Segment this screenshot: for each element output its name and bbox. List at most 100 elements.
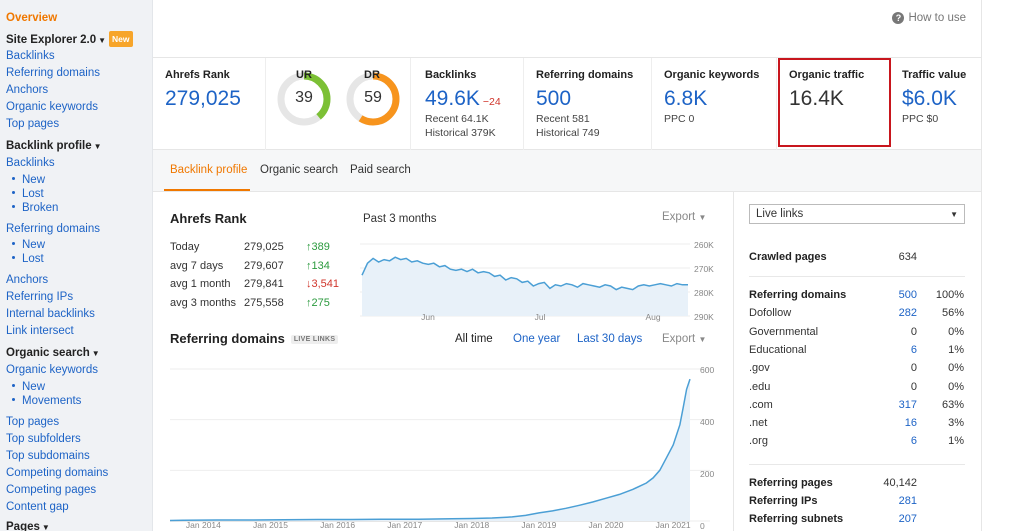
sidebar-label: New (22, 174, 46, 186)
sidebar-section-backlink-profile[interactable]: Backlink profile ▼ (6, 139, 102, 154)
chevron-down-icon: ▼ (98, 36, 107, 45)
rank-line (361, 256, 688, 291)
sidebar-item-anchors[interactable]: Anchors (6, 273, 48, 287)
metric-label: Backlinks (425, 69, 477, 81)
sidebar-item-top-subdomains[interactable]: Top subdomains (6, 449, 90, 463)
bullet-icon (12, 256, 15, 260)
metric-value[interactable]: 49.6K −24 (425, 87, 501, 111)
domains-area (170, 379, 690, 521)
sidebar-item-referring-domains-profile[interactable]: Referring domains (6, 222, 100, 236)
domains-y-tick: 600 (700, 365, 715, 375)
metric-value[interactable]: $6.0K (902, 87, 957, 110)
export-rank-button[interactable]: Export ▼ (662, 211, 706, 223)
chevron-down-icon: ▼ (698, 335, 707, 344)
ur-gauge-arc (277, 72, 331, 126)
tab-organic-search[interactable]: Organic search (260, 164, 338, 176)
domains-y-tick: 400 (700, 417, 715, 427)
sidebar-label: Anchors (6, 274, 49, 286)
stat-row: .org 6 1% (749, 435, 965, 449)
domains-x-tick: Jan 2018 (454, 520, 490, 530)
stat-label: Crawled pages (749, 251, 827, 263)
sidebar-item-top-pages[interactable]: Top pages (6, 117, 59, 131)
sidebar-item-referring-domains[interactable]: Referring domains (6, 66, 100, 80)
metric-value[interactable]: 6.8K (664, 87, 708, 110)
range-all-time[interactable]: All time (455, 333, 493, 345)
gauges (277, 72, 400, 126)
sidebar-item-backlinks-new[interactable]: New (12, 173, 45, 187)
sidebar-item-top-pages[interactable]: Top pages (6, 415, 59, 429)
backlinks-value[interactable]: 49.6K (425, 87, 480, 110)
chevron-down-icon: ▼ (91, 349, 100, 358)
metric-value[interactable]: 500 (536, 87, 572, 110)
stat-row: Governmental 0 0% (749, 326, 965, 340)
sidebar-item-organic-keywords[interactable]: Organic keywords (6, 100, 98, 114)
sidebar-item-organic-new[interactable]: New (12, 380, 45, 394)
sidebar-item-backlinks[interactable]: Backlinks (6, 49, 55, 63)
stat-value: 0 (910, 380, 917, 393)
rank-row-label: avg 1 month (170, 278, 231, 290)
sidebar-item-competing-pages[interactable]: Competing pages (6, 483, 96, 497)
sidebar-item-anchors[interactable]: Anchors (6, 83, 48, 97)
stat-label: Dofollow (749, 307, 792, 320)
sidebar-item-organic-movements[interactable]: Movements (12, 394, 81, 408)
how-to-use-link[interactable]: ? How to use (892, 12, 966, 24)
new-badge: New (109, 31, 133, 47)
metric-value[interactable]: 279,025 (165, 87, 241, 110)
referring-domains-title: Referring domains LIVE LINKS (170, 331, 339, 346)
sidebar-section-pages[interactable]: Pages ▼ (6, 520, 50, 531)
sidebar-label: Top subfolders (6, 433, 81, 445)
sidebar-item-content-gap[interactable]: Content gap (6, 500, 69, 514)
export-domains-button[interactable]: Export ▼ (662, 333, 706, 345)
stat-row: Educational 6 1% (749, 344, 965, 358)
sidebar-item-backlinks-lost[interactable]: Lost (12, 187, 44, 201)
stat-label: Referring domains (749, 289, 847, 301)
backlinks-historical: Historical 379K (425, 127, 496, 139)
sidebar-section-organic-search[interactable]: Organic search ▼ (6, 346, 100, 361)
active-tab-underline (164, 189, 250, 191)
sidebar-item-internal-backlinks[interactable]: Internal backlinks (6, 307, 95, 321)
stat-label: Referring subnets (749, 513, 844, 525)
sidebar-item-backlinks[interactable]: Backlinks (6, 156, 55, 170)
range-one-year[interactable]: One year (513, 333, 561, 345)
stat-value: 0 (910, 362, 917, 375)
sidebar-item-competing-domains[interactable]: Competing domains (6, 466, 108, 480)
range-last-30-days[interactable]: Last 30 days (577, 333, 643, 345)
stat-value[interactable]: 317 (898, 398, 917, 411)
rank-row-label: avg 7 days (170, 259, 224, 272)
dr-gauge-arc (346, 72, 400, 126)
rank-row-value: 275,558 (244, 296, 284, 309)
sidebar-item-backlinks-broken[interactable]: Broken (12, 201, 58, 215)
select-value: Live links (756, 208, 804, 220)
tab-backlink-profile[interactable]: Backlink profile (170, 164, 248, 176)
sidebar-item-organic-keywords-section[interactable]: Organic keywords (6, 363, 98, 377)
rank-y-tick: 270K (694, 264, 714, 274)
stat-percent: 3% (948, 417, 964, 430)
tab-paid-search[interactable]: Paid search (350, 164, 411, 176)
sidebar-item-referring-domains-lost[interactable]: Lost (12, 252, 44, 266)
stat-value[interactable]: 207 (898, 513, 917, 525)
stat-value[interactable]: 281 (898, 495, 917, 507)
sidebar-item-top-subfolders[interactable]: Top subfolders (6, 432, 81, 446)
sidebar-item-link-intersect[interactable]: Link intersect (6, 324, 74, 338)
stat-label: .edu (749, 380, 771, 393)
sidebar-label: Competing domains (6, 467, 109, 479)
metric-organic-traffic: Organic traffic 16.4K (777, 58, 890, 150)
rank-row-value: 279,025 (244, 241, 284, 253)
sidebar-item-overview[interactable]: Overview (6, 11, 57, 25)
stat-row: .edu 0 0% (749, 381, 965, 395)
stat-value[interactable]: 500 (898, 289, 917, 301)
live-links-select[interactable]: Live links ▼ (749, 204, 965, 224)
referring-domains-recent: Recent 581 (536, 113, 590, 125)
referring-domains-chart (169, 368, 710, 522)
stat-percent: 0% (948, 380, 964, 393)
stat-row: Dofollow 282 56% (749, 307, 965, 321)
sidebar-section-site-explorer[interactable]: Site Explorer 2.0 ▼ New (6, 31, 133, 48)
stat-value[interactable]: 282 (898, 307, 917, 320)
sidebar-item-referring-domains-new[interactable]: New (12, 238, 45, 252)
sidebar-item-referring-ips[interactable]: Referring IPs (6, 290, 73, 304)
sidebar-label: Referring domains (6, 223, 100, 235)
stat-value[interactable]: 6 (910, 343, 917, 356)
stat-value[interactable]: 6 (910, 435, 917, 448)
stat-label: Referring pages (749, 477, 833, 489)
stat-value[interactable]: 16 (904, 417, 917, 430)
